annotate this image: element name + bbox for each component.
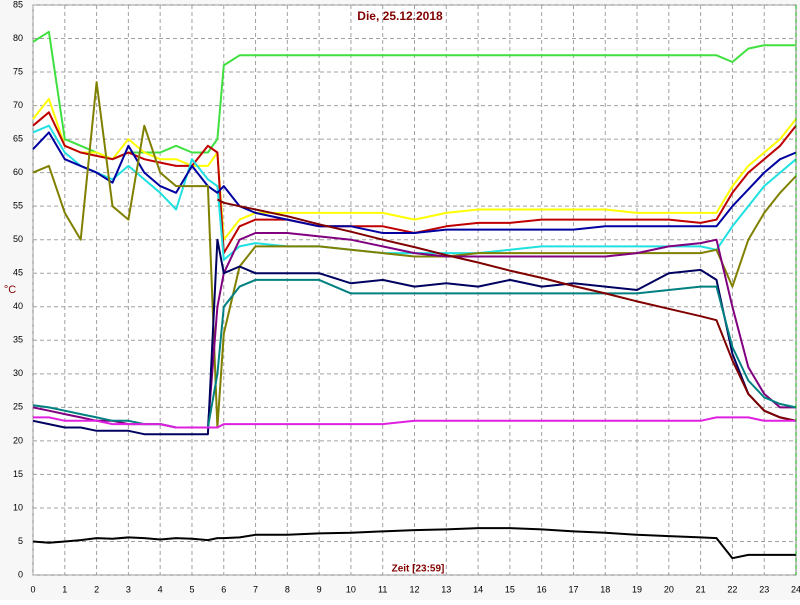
x-tick-label: 21 bbox=[696, 584, 706, 594]
y-tick-label: 85 bbox=[13, 0, 23, 9]
x-tick-label: 2 bbox=[94, 584, 99, 594]
x-tick-label: 13 bbox=[441, 584, 451, 594]
x-tick-label: 11 bbox=[378, 584, 387, 594]
x-tick-label: 19 bbox=[632, 584, 642, 594]
y-tick-label: 60 bbox=[13, 167, 23, 177]
x-tick-label: 5 bbox=[189, 584, 194, 594]
y-tick-label: 10 bbox=[13, 502, 23, 512]
x-tick-label: 10 bbox=[346, 584, 356, 594]
series-line bbox=[32, 131, 797, 234]
x-tick-label: 6 bbox=[221, 584, 226, 594]
x-tick-label: 3 bbox=[126, 584, 131, 594]
series-line bbox=[32, 527, 796, 560]
y-tick-label: 5 bbox=[18, 536, 23, 546]
x-tick-label: 17 bbox=[568, 584, 578, 594]
x-tick-label: 15 bbox=[505, 584, 515, 594]
y-tick-label: 55 bbox=[13, 201, 23, 211]
x-tick-label: 16 bbox=[537, 584, 547, 594]
chart-title: Die, 25.12.2018 bbox=[357, 9, 443, 23]
x-tick-label: 12 bbox=[409, 584, 419, 594]
y-tick-label: 75 bbox=[13, 66, 23, 76]
y-tick-label: 50 bbox=[13, 234, 23, 244]
series-line bbox=[32, 238, 797, 436]
y-tick-label: 40 bbox=[13, 301, 23, 311]
x-axis-label: Zeit [23:59] bbox=[392, 564, 445, 575]
y-tick-label: 35 bbox=[13, 335, 23, 345]
x-tick-label: 14 bbox=[473, 584, 483, 594]
y-tick-label: 20 bbox=[13, 435, 23, 445]
x-tick-label: 24 bbox=[791, 584, 800, 594]
series-line bbox=[216, 198, 797, 422]
y-tick-label: 80 bbox=[13, 33, 23, 43]
x-tick-label: 1 bbox=[62, 584, 67, 594]
x-tick-label: 9 bbox=[317, 584, 322, 594]
series-line bbox=[33, 416, 796, 429]
y-tick-label: 65 bbox=[13, 133, 23, 143]
y-tick-label: 45 bbox=[13, 268, 23, 278]
y-tick-label: 15 bbox=[13, 469, 23, 479]
x-tick-label: 22 bbox=[727, 584, 737, 594]
series-line bbox=[32, 278, 797, 429]
y-tick-label: 30 bbox=[13, 368, 23, 378]
y-tick-label: 70 bbox=[13, 100, 23, 110]
y-tick-label: 0 bbox=[18, 569, 23, 579]
x-tick-label: 18 bbox=[600, 584, 610, 594]
series-line bbox=[32, 81, 797, 429]
y-tick-label: 25 bbox=[13, 402, 23, 412]
x-tick-label: 23 bbox=[759, 584, 769, 594]
x-tick-label: 20 bbox=[664, 584, 674, 594]
x-tick-label: 8 bbox=[285, 584, 290, 594]
y-axis-label: °C bbox=[4, 284, 16, 296]
x-tick-label: 7 bbox=[253, 584, 258, 594]
x-tick-label: 0 bbox=[30, 584, 35, 594]
series-line bbox=[32, 97, 797, 241]
x-tick-label: 4 bbox=[158, 584, 163, 594]
